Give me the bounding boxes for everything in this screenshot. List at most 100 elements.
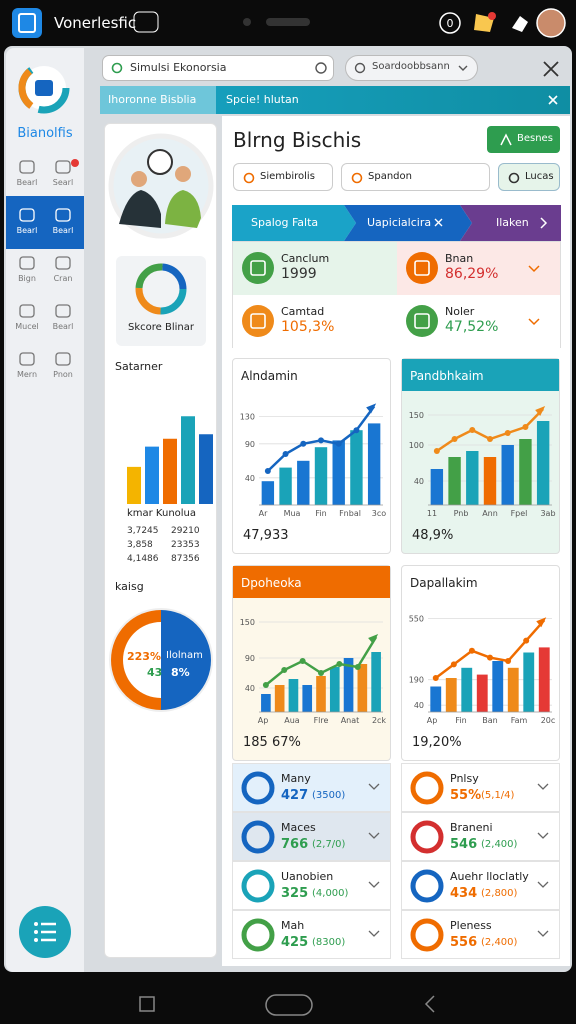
trend-point [300,440,307,447]
nav-label[interactable]: Bearl [52,226,74,235]
tab[interactable]: Spcie! hlutan [226,93,299,106]
list-item[interactable]: Maces 766 (2,7/0) [232,812,391,861]
search-text: Simulsi Ekonorsia [130,61,227,74]
bar [261,481,275,505]
filter-chip[interactable]: Spandon [341,163,490,191]
list-item[interactable]: Mah 425 (8300) [232,910,391,959]
bar [329,667,340,712]
list-icon-circle [241,820,275,854]
filter-chip[interactable]: Siembirolis [233,163,333,191]
step-label[interactable]: Ilaken [496,216,529,229]
status-chip [133,11,159,33]
y-tick-label: 150 [409,411,424,420]
list-item[interactable]: Uanobien 325 (4,000) [232,861,391,910]
trend-point [264,468,271,474]
y-tick-label: 40 [245,474,255,483]
bar [523,652,535,712]
chart-title: Dpoheoka [241,576,302,590]
trend-point [451,436,458,442]
list-name: Mah [281,919,305,932]
list-item[interactable]: Pnlsy 55% (5,1/4) [401,763,560,812]
app-icon [12,8,42,38]
score-label: Skcore Blinar [128,322,194,333]
list-value: 427 [281,788,309,803]
bar [501,445,514,505]
primary-button[interactable]: Besnes [487,126,560,153]
camera [243,18,251,26]
list-icon-circle [241,918,275,952]
kpi-icon-circle [406,305,438,337]
trend-point [433,448,440,454]
pie-left-inner [123,622,161,698]
nav-label[interactable]: Mern [16,370,38,379]
section-title: kaisg [115,580,144,593]
step-chevron [540,217,548,229]
step-label[interactable]: Uapicialcira [367,216,432,229]
search-box-2[interactable]: Soardoobbsann [345,55,478,81]
chart: Alndamin 40 90 130 Ar Mua Fin Fnbal 3co 47,933 [240,369,387,543]
list-icon [241,771,380,805]
bar [536,421,550,505]
nav-label[interactable]: Bearl [16,178,38,187]
kpi-icon-glyph [414,313,430,329]
main-panel: Blrng Bischis Besnes Siembirolis Spandon Luc… [222,116,570,966]
nav-icon [55,256,71,270]
chart-summary: 48,9% [412,528,453,543]
app-name: Vonerlesfic [54,14,136,32]
table-cell: 29210 [171,526,200,536]
trend-point [318,670,324,676]
nav-label[interactable]: Cran [53,274,73,283]
nav-label[interactable]: Bearl [52,322,74,331]
sidebar: Bianolfis Bearl Searl Bearl Bearl Bign Cran Muc… [6,48,84,972]
logo-core [35,80,53,96]
list-sub: (2,7/0) [312,839,346,850]
tab-close-x [548,95,558,105]
filter-chip[interactable]: Lucas [498,163,560,191]
list-item[interactable]: Braneni 546 (2,400) [401,812,560,861]
brand: Bianolfis [17,126,73,141]
nav-label[interactable]: Mucel [15,322,39,331]
nav-label[interactable]: Bearl [16,226,38,235]
step [232,205,356,241]
nav-label[interactable]: Searl [52,178,74,187]
nav-icon [55,352,71,366]
nav-icon [19,256,35,270]
search-glass [111,62,123,74]
chart: Pandbhkaim 40 100 150 11 Pnb Ann Fpel 3ab 48,9% [402,359,559,543]
search-box[interactable]: Simulsi Ekonorsia [102,55,334,81]
list-name: Pleness [450,919,492,932]
trend-point [504,430,511,436]
bar [127,466,141,504]
y-tick-label: 40 [245,684,255,693]
bar [288,679,299,712]
chip-glyph [508,172,520,184]
chip-icon [351,172,363,184]
list-icon [410,869,549,903]
avatar [536,8,566,38]
x-tick-label: Ap [258,716,269,725]
list-item[interactable]: Auehr lloclatly 434 (2,800) [401,861,560,910]
chart-card: Dpoheoka 40 90 150 Ap Aua Flre Anat 2ck 185 67% [232,565,391,761]
pie-label: 8% [171,666,190,679]
illustration-clock [147,149,173,175]
kpi-icon [242,305,274,337]
list-name: Auehr lloclatly [450,870,529,883]
illustration-head2 [175,166,191,182]
nav-label[interactable]: Bign [18,274,36,283]
list-item[interactable]: Pleness 556 (2,400) [401,910,560,959]
list-item[interactable]: Many 427 (3500) [232,763,391,812]
y-tick-label: 190 [409,676,424,685]
nav-label[interactable]: Pnon [53,370,73,379]
y-tick-label: 40 [414,477,424,486]
nav-icon [19,160,35,174]
list-chevron [537,930,549,937]
chip-glyph [351,172,363,184]
step-label[interactable]: Spalog Falta [251,216,319,229]
active-row [6,196,84,249]
bar [367,423,381,505]
chip-icon [243,172,255,184]
tab[interactable]: Ihoronne Bisblia [100,86,216,114]
x-tick-label: Pnb [454,509,469,518]
y-tick-label: 550 [409,615,424,624]
